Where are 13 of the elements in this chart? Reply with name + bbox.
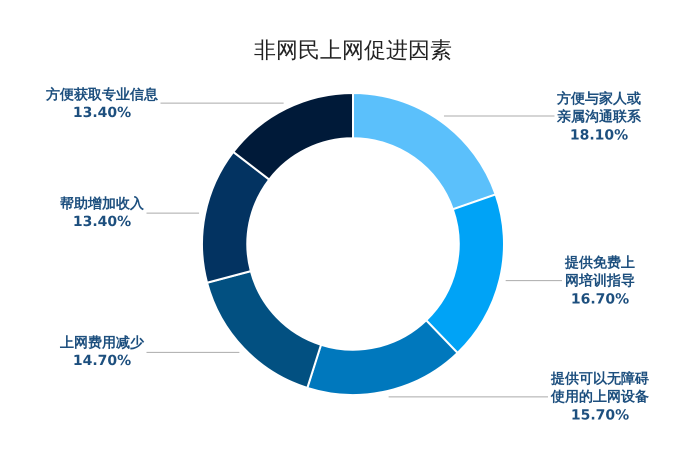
slice-label: 提供可以无障碍使用的上网设备 bbox=[550, 370, 649, 406]
data-label: 16.70% bbox=[570, 291, 630, 308]
data-label: 13.40% bbox=[72, 105, 132, 122]
slice-label: 帮助增加收入 bbox=[59, 196, 145, 212]
data-label: 15.70% bbox=[570, 407, 630, 424]
slice-label: 提供免费上网培训指导 bbox=[564, 255, 635, 290]
slice-label: 上网费用减少 bbox=[59, 335, 145, 351]
data-label: 18.10% bbox=[570, 127, 628, 144]
data-label: 13.40% bbox=[72, 214, 132, 230]
slice-label: 方便获取专业信息 bbox=[45, 86, 159, 103]
chart-title: 非网民上网促进因素 bbox=[254, 38, 452, 64]
slice-label: 方便与家人或亲属沟通联系 bbox=[556, 90, 642, 126]
data-label: 14.70% bbox=[72, 353, 132, 370]
